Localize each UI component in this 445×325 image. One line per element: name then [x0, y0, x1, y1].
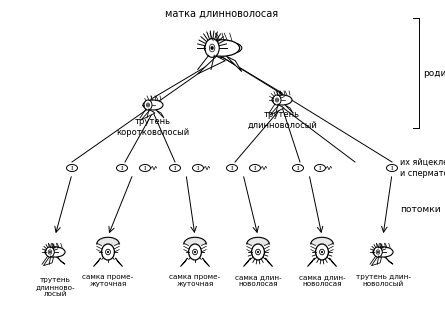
Ellipse shape — [194, 251, 196, 253]
Text: матка длинноволосая: матка длинноволосая — [166, 9, 279, 19]
Ellipse shape — [146, 103, 150, 107]
Text: трутень
длинноволосый: трутень длинноволосый — [247, 110, 317, 130]
Ellipse shape — [49, 251, 51, 253]
Ellipse shape — [251, 244, 264, 260]
Ellipse shape — [377, 251, 379, 253]
Text: I: I — [319, 165, 321, 171]
Text: I: I — [231, 165, 233, 171]
Ellipse shape — [316, 244, 328, 260]
Ellipse shape — [193, 164, 203, 172]
Text: I: I — [254, 165, 256, 171]
Ellipse shape — [227, 164, 238, 172]
Ellipse shape — [210, 46, 214, 50]
Ellipse shape — [189, 244, 202, 260]
Polygon shape — [285, 105, 293, 113]
Ellipse shape — [117, 164, 128, 172]
Polygon shape — [384, 257, 393, 264]
Ellipse shape — [250, 164, 260, 172]
Polygon shape — [44, 257, 53, 266]
Text: родители: родители — [423, 69, 445, 77]
Ellipse shape — [147, 104, 149, 106]
Ellipse shape — [376, 250, 380, 254]
Ellipse shape — [255, 249, 260, 255]
Ellipse shape — [374, 247, 382, 257]
Text: самка длин-
новолосая: самка длин- новолосая — [235, 274, 281, 287]
Polygon shape — [307, 258, 315, 266]
Ellipse shape — [373, 247, 393, 257]
Polygon shape — [372, 257, 381, 266]
Ellipse shape — [257, 251, 259, 253]
Polygon shape — [141, 110, 155, 120]
Polygon shape — [227, 56, 242, 72]
Polygon shape — [57, 257, 65, 264]
Text: I: I — [297, 165, 299, 171]
Ellipse shape — [45, 247, 65, 257]
Ellipse shape — [204, 40, 239, 56]
Ellipse shape — [292, 164, 303, 172]
Polygon shape — [329, 258, 336, 266]
Polygon shape — [198, 56, 225, 74]
Polygon shape — [156, 110, 164, 118]
Ellipse shape — [315, 164, 325, 172]
Ellipse shape — [66, 164, 77, 172]
Ellipse shape — [387, 164, 397, 172]
Ellipse shape — [209, 44, 215, 52]
Ellipse shape — [48, 250, 52, 254]
Ellipse shape — [205, 39, 219, 57]
Text: I: I — [71, 165, 73, 171]
Ellipse shape — [139, 164, 150, 172]
Ellipse shape — [170, 164, 181, 172]
Ellipse shape — [272, 95, 292, 105]
Text: I: I — [197, 165, 199, 171]
Polygon shape — [202, 258, 210, 266]
Ellipse shape — [320, 249, 324, 255]
Text: самка проме-
жуточная: самка проме- жуточная — [82, 274, 134, 287]
Ellipse shape — [275, 98, 279, 102]
Ellipse shape — [46, 247, 54, 257]
Text: I: I — [174, 165, 176, 171]
Polygon shape — [181, 258, 188, 266]
Ellipse shape — [107, 251, 109, 253]
Text: самка проме-
жуточная: самка проме- жуточная — [170, 274, 221, 287]
Text: I: I — [391, 165, 393, 171]
Ellipse shape — [321, 251, 323, 253]
Text: трутень
коротковолосый: трутень коротковолосый — [117, 117, 190, 137]
Text: I: I — [121, 165, 123, 171]
Text: потомки: потомки — [400, 205, 441, 214]
Ellipse shape — [101, 244, 114, 260]
Ellipse shape — [105, 249, 110, 255]
Ellipse shape — [224, 43, 242, 53]
Ellipse shape — [143, 100, 163, 110]
Polygon shape — [243, 258, 251, 266]
Polygon shape — [270, 105, 284, 115]
Text: трутень длин-
новолосый: трутень длин- новолосый — [356, 274, 410, 287]
Ellipse shape — [193, 249, 198, 255]
Polygon shape — [93, 258, 101, 266]
Ellipse shape — [273, 95, 281, 105]
Text: их яйцеклетки
и сперматозоиды: их яйцеклетки и сперматозоиды — [400, 158, 445, 178]
Text: I: I — [144, 165, 146, 171]
Ellipse shape — [276, 99, 278, 101]
Polygon shape — [115, 258, 122, 266]
Text: самка длин-
новолосая: самка длин- новолосая — [299, 274, 345, 287]
Ellipse shape — [144, 100, 152, 110]
Polygon shape — [265, 258, 272, 266]
Text: трутень
длинново-
лосый: трутень длинново- лосый — [35, 277, 75, 297]
